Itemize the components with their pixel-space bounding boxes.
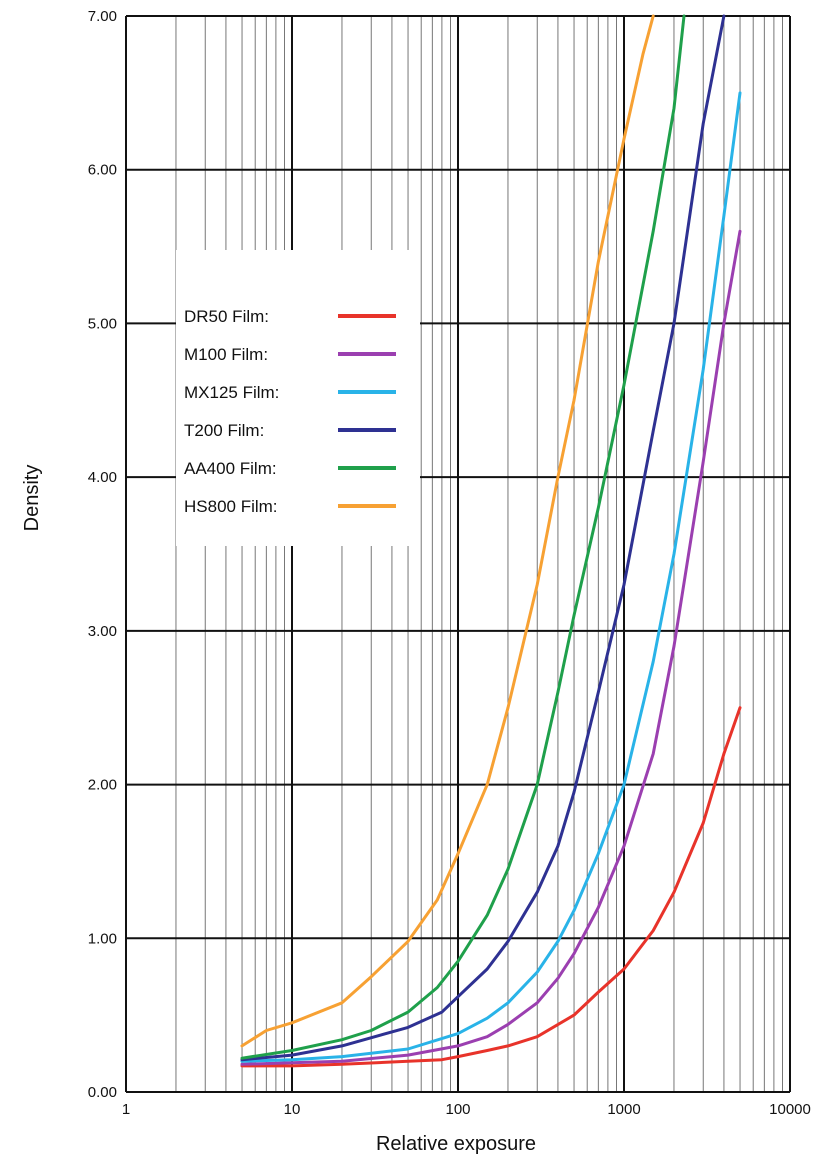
y-axis-title: Density (21, 465, 43, 532)
x-tick-label: 100 (445, 1101, 470, 1118)
series-line-2 (240, 91, 742, 1063)
legend-label-2: MX125 Film: (184, 383, 279, 402)
legend-label-5: HS800 Film: (184, 497, 278, 516)
y-axis-ticks: 0.00 1.00 2.00 3.00 4.00 5.00 6.00 7.00 (88, 8, 117, 1101)
legend-label-4: AA400 Film: (184, 459, 277, 478)
y-tick-label: 4.00 (88, 469, 117, 486)
x-axis-ticks: 1 10 100 1000 10000 (122, 1101, 811, 1118)
x-tick-label: 1000 (607, 1101, 640, 1118)
legend-label-1: M100 Film: (184, 345, 268, 364)
legend-label-3: T200 Film: (184, 421, 264, 440)
legend: DR50 Film: M100 Film: MX125 Film: T200 Film… (176, 250, 420, 546)
legend-label-0: DR50 Film: (184, 307, 269, 326)
series-lines (240, 14, 742, 1068)
series-line-3 (240, 14, 726, 1062)
legend-box (176, 250, 420, 546)
x-tick-label: 10000 (769, 1101, 811, 1118)
y-tick-label: 3.00 (88, 623, 117, 640)
y-tick-label: 2.00 (88, 777, 117, 794)
x-tick-label: 1 (122, 1101, 130, 1118)
x-axis-title: Relative exposure (376, 1133, 536, 1155)
series-line-5 (240, 14, 655, 1048)
y-tick-label: 7.00 (88, 8, 117, 25)
series-line-1 (240, 229, 742, 1066)
series-line-0 (240, 706, 742, 1068)
y-tick-label: 0.00 (88, 1084, 117, 1101)
y-tick-label: 5.00 (88, 315, 117, 332)
x-tick-label: 10 (284, 1101, 301, 1118)
y-tick-label: 1.00 (88, 930, 117, 947)
series-line-4 (240, 14, 686, 1060)
y-tick-label: 6.00 (88, 162, 117, 179)
